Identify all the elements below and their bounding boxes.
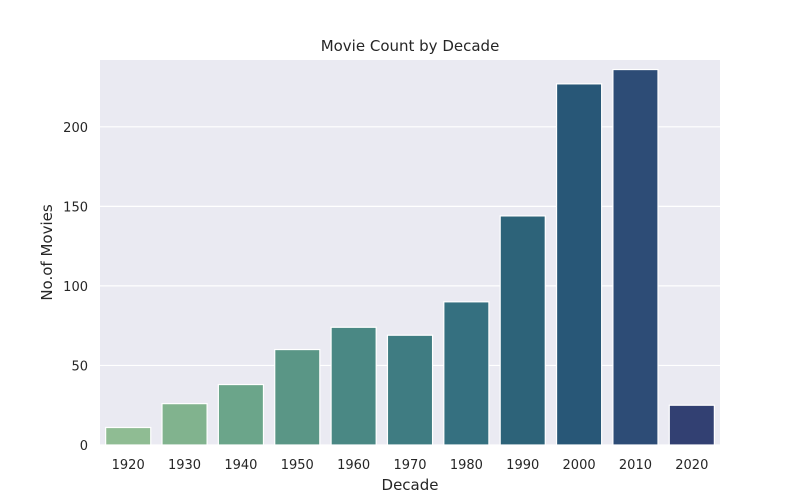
- bar-2020: [668, 404, 715, 446]
- y-tick-label: 200: [63, 121, 88, 136]
- x-tick-label: 2000: [563, 458, 596, 473]
- bar-1950: [274, 348, 321, 446]
- x-tick-label: 1960: [337, 458, 370, 473]
- bar-1920: [105, 426, 152, 446]
- bar-1940: [217, 383, 265, 446]
- bar-1930: [161, 403, 208, 446]
- x-tick-label: 2020: [675, 458, 708, 473]
- bars: [105, 68, 715, 446]
- bar-1960: [330, 326, 377, 446]
- y-tick-label: 150: [63, 200, 88, 215]
- x-tick-label: 1950: [281, 458, 314, 473]
- y-tick-label: 50: [71, 359, 88, 374]
- x-axis-label: Decade: [382, 476, 439, 494]
- x-tick-label: 2010: [619, 458, 652, 473]
- bar-1980: [443, 301, 490, 446]
- x-tick-label: 1970: [393, 458, 426, 473]
- bar-2010: [612, 68, 659, 446]
- y-tick-label: 100: [63, 280, 88, 295]
- x-tick-label: 1990: [506, 458, 539, 473]
- y-tick-label: 0: [80, 439, 88, 454]
- x-tick-label: 1940: [224, 458, 257, 473]
- bar-1970: [386, 334, 434, 446]
- chart-title: Movie Count by Decade: [321, 37, 500, 55]
- x-tick-label: 1920: [112, 458, 145, 473]
- x-tick-labels: 1920 1930 1940 1950 1960 1970 1980 1990 2000 2010…: [112, 458, 709, 473]
- bar-2000: [555, 83, 603, 446]
- x-tick-label: 1980: [450, 458, 483, 473]
- y-tick-labels: 0 50 100 150 200: [63, 121, 88, 454]
- bar-1990: [499, 215, 546, 446]
- y-axis-label: No.of Movies: [38, 204, 56, 301]
- x-tick-label: 1930: [168, 458, 201, 473]
